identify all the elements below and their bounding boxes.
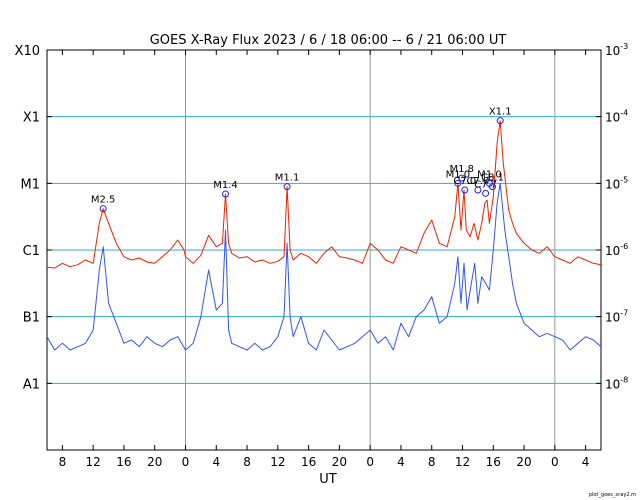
flare-label: C7.0 — [466, 176, 489, 187]
x-tick-label: 16 — [486, 455, 501, 469]
left-tick-label: A1 — [23, 377, 40, 392]
x-tick-label: 4 — [397, 455, 405, 469]
short-channel-line — [46, 182, 602, 351]
flare-marker — [474, 186, 482, 194]
x-tick-label: 16 — [301, 455, 316, 469]
flare-marker — [489, 183, 497, 191]
right-tick-label: 10-4 — [605, 109, 628, 125]
left-tick-label: X10 — [15, 44, 40, 59]
x-tick-label: 8 — [59, 455, 67, 469]
x-tick-label: 0 — [182, 455, 190, 469]
flare-marker — [458, 174, 466, 182]
flare-marker — [454, 179, 462, 187]
x-tick-label: 12 — [270, 455, 285, 469]
flare-label: M1.4 — [213, 180, 238, 191]
footer-credit: plot_goes_xray2.m — [589, 492, 636, 498]
right-tick-label: 10-7 — [605, 309, 628, 325]
flare-marker — [496, 117, 504, 125]
flare-marker — [222, 190, 230, 198]
x-tick-label: 0 — [366, 455, 374, 469]
x-tick-label: 20 — [332, 455, 347, 469]
flare-marker — [482, 189, 490, 197]
x-tick-label: 4 — [212, 455, 220, 469]
day-boundary-lines — [185, 50, 556, 450]
tick-layer: 8 12 16 20 0 4 8 12 16 20 0 4 8 12 16 20 0 4 X10 X1 M1 C1 B1 A1… — [15, 42, 629, 469]
flare-marker-layer: M2.5M1.4M1.1M1.8M1.0C7.0C7.0C7.7M1.0C8.1… — [91, 107, 512, 213]
long-channel-line — [46, 120, 602, 269]
flare-label: M1.1 — [275, 173, 300, 184]
flare-marker — [99, 205, 107, 213]
gridlines — [47, 116, 601, 384]
left-tick-label: C1 — [23, 244, 40, 259]
flare-label: M1.8 — [449, 164, 474, 175]
right-tick-label: 10-6 — [605, 242, 628, 258]
flare-label: M1.0 — [477, 169, 502, 180]
right-tick-label: 10-3 — [605, 42, 628, 58]
left-tick-label: B1 — [23, 311, 40, 326]
x-tick-label: 8 — [243, 455, 251, 469]
x-tick-label: 12 — [86, 455, 101, 469]
x-tick-label: 20 — [516, 455, 531, 469]
flare-marker — [461, 186, 469, 194]
left-tick-label: M1 — [21, 177, 41, 192]
x-tick-label: 0 — [551, 455, 559, 469]
left-tick-label: X1 — [23, 111, 40, 126]
flare-label: C7.7 — [474, 179, 497, 190]
flare-label: M2.5 — [91, 195, 116, 206]
flare-label: C7.0 — [453, 176, 476, 187]
flare-label: X1.1 — [489, 107, 512, 118]
x-axis-label: UT — [319, 472, 337, 487]
chart-title: GOES X-Ray Flux 2023 / 6 / 18 06:00 -- 6… — [150, 33, 507, 48]
flare-label: M1.0 — [446, 169, 471, 180]
flare-marker — [283, 183, 291, 191]
x-tick-label: 4 — [582, 455, 590, 469]
right-tick-label: 10-5 — [605, 175, 628, 191]
series-layer — [46, 120, 602, 351]
x-tick-label: 20 — [147, 455, 162, 469]
x-tick-label: 12 — [455, 455, 470, 469]
right-tick-label: 10-8 — [605, 375, 628, 391]
x-tick-label: 16 — [116, 455, 131, 469]
flare-label: C8.1 — [481, 173, 504, 184]
x-tick-label: 8 — [428, 455, 436, 469]
